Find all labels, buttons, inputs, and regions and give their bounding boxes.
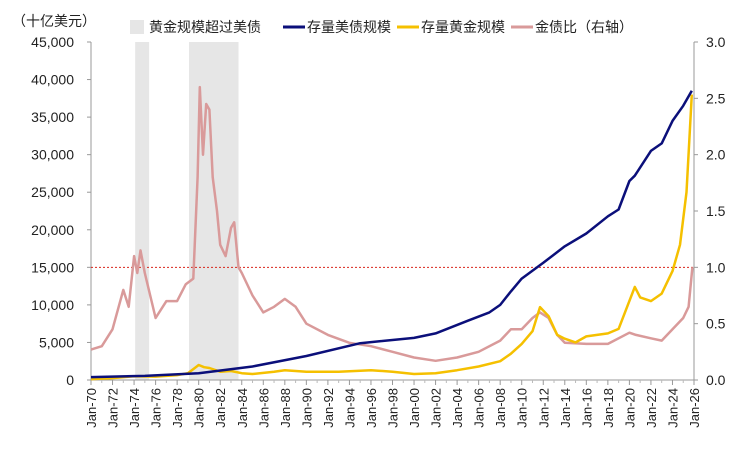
series-line-0: [90, 90, 693, 379]
x-tick-label: Jan-90: [299, 388, 314, 428]
y-tick-label: 20,000: [31, 222, 74, 238]
y2-tick-label: 0.5: [706, 316, 726, 332]
x-tick-label: Jan-96: [364, 388, 379, 428]
y2-tick-label: 2.0: [706, 147, 726, 163]
y2-tick-label: 1.0: [706, 259, 726, 275]
x-tick-label: Jan-04: [450, 388, 465, 428]
x-tick-label: Jan-02: [429, 388, 444, 428]
x-tick-label: Jan-26: [687, 388, 702, 428]
x-tick-label: Jan-74: [127, 388, 142, 428]
x-tick-label: Jan-16: [579, 388, 594, 428]
x-tick-label: Jan-80: [192, 388, 207, 428]
y-tick-label: 35,000: [31, 109, 74, 125]
legend-label: 存量美债规模: [307, 19, 391, 35]
legend-label: 存量黄金规模: [421, 19, 505, 35]
y-tick-label: 45,000: [31, 34, 74, 50]
series-line-1: [90, 94, 694, 381]
x-tick-label: Jan-86: [256, 388, 271, 428]
y-tick-label: 0: [66, 372, 74, 388]
shaded-region: [135, 42, 150, 380]
y-tick-label: 5,000: [39, 334, 74, 350]
x-tick-label: Jan-22: [644, 388, 659, 428]
x-tick-label: Jan-94: [342, 388, 357, 428]
x-tick-label: Jan-82: [213, 388, 228, 428]
y-tick-label: 10,000: [31, 297, 74, 313]
y2-tick-label: 2.5: [706, 90, 726, 106]
legend-swatch-shaded: [130, 20, 144, 34]
x-tick-label: Jan-88: [278, 388, 293, 428]
x-tick-label: Jan-70: [84, 388, 99, 428]
y2-tick-label: 0.0: [706, 372, 726, 388]
x-tick-label: Jan-24: [665, 388, 680, 428]
series-line-2: [90, 85, 694, 363]
x-tick-label: Jan-78: [170, 388, 185, 428]
x-tick-label: Jan-98: [386, 388, 401, 428]
y-tick-label: 15,000: [31, 259, 74, 275]
x-tick-label: Jan-08: [493, 388, 508, 428]
y-tick-label: 25,000: [31, 184, 74, 200]
y-tick-label: 40,000: [31, 72, 74, 88]
x-tick-label: Jan-14: [558, 388, 573, 428]
x-tick-label: Jan-72: [106, 388, 121, 428]
y-axis-title: （十亿美元）: [12, 13, 96, 29]
x-tick-label: Jan-76: [149, 388, 164, 428]
x-tick-label: Jan-00: [407, 388, 422, 428]
legend-label: 黄金规模超过美债: [149, 19, 261, 35]
x-tick-label: Jan-84: [235, 388, 250, 428]
x-tick-label: Jan-18: [601, 388, 616, 428]
x-tick-label: Jan-20: [622, 388, 637, 428]
y-tick-label: 30,000: [31, 147, 74, 163]
x-tick-label: Jan-06: [472, 388, 487, 428]
x-tick-label: Jan-12: [536, 388, 551, 428]
x-tick-label: Jan-10: [515, 388, 530, 428]
y2-tick-label: 3.0: [706, 34, 726, 50]
x-tick-label: Jan-92: [321, 388, 336, 428]
y2-tick-label: 1.5: [706, 203, 726, 219]
legend-label: 金债比（右轴）: [535, 19, 633, 35]
